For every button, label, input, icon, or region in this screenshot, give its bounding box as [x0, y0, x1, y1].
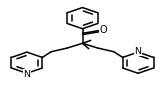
Text: O: O	[100, 25, 107, 35]
Text: N: N	[23, 70, 30, 79]
Text: N: N	[135, 47, 142, 56]
